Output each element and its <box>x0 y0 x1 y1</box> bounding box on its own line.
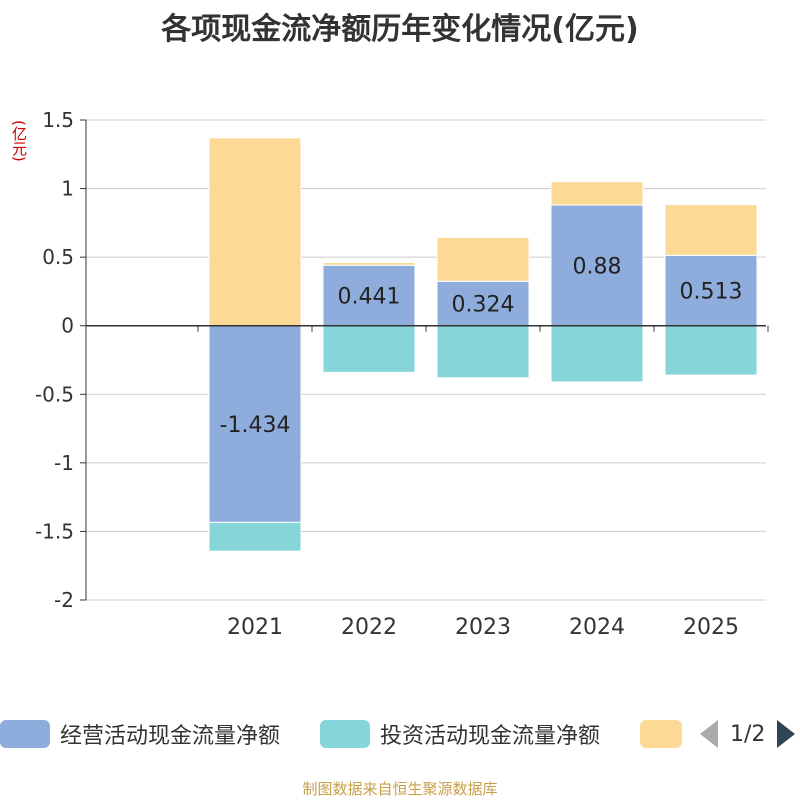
y-tick-label: 0 <box>61 314 74 338</box>
y-tick-label: 1 <box>61 177 74 201</box>
y-tick-label: -1 <box>54 451 74 475</box>
bar-financing <box>436 236 530 282</box>
data-label: 0.441 <box>338 284 401 309</box>
bar-investing <box>436 325 530 379</box>
data-source-note: 制图数据来自恒生聚源数据库 <box>302 780 498 798</box>
bar-investing <box>664 325 758 376</box>
legend-item-financing[interactable] <box>640 716 692 752</box>
data-label: -1.434 <box>220 413 291 438</box>
bar-investing <box>322 325 416 373</box>
bar-financing <box>550 181 644 206</box>
bar-financing <box>322 261 416 266</box>
x-tick-label: 2021 <box>227 615 283 640</box>
chevron-right-icon[interactable] <box>777 720 796 748</box>
x-tick-label: 2023 <box>455 615 511 640</box>
y-tick-label: 1.5 <box>42 108 74 132</box>
y-axis-unit-label: (亿元) <box>10 120 28 162</box>
legend-item-operating[interactable]: 经营活动现金流量净额 <box>0 716 280 752</box>
legend-label-investing: 投资活动现金流量净额 <box>380 724 601 749</box>
bar-operating <box>436 280 530 327</box>
legend-item-investing[interactable]: 投资活动现金流量净额 <box>320 716 600 752</box>
legend-pager: 1/2 <box>700 716 796 752</box>
bar-financing <box>208 137 302 327</box>
data-label: 0.88 <box>573 254 622 279</box>
legend-page-indicator: 1/2 <box>730 721 766 747</box>
x-tick-label: 2025 <box>683 615 739 640</box>
y-tick-label: -0.5 <box>35 382 74 406</box>
legend-swatch-operating <box>0 720 50 748</box>
y-tick-label: -2 <box>54 588 74 612</box>
y-tick-label: 0.5 <box>42 245 74 269</box>
legend-label-operating: 经营活动现金流量净额 <box>60 724 281 749</box>
legend-swatch-investing <box>320 720 370 748</box>
x-tick-label: 2022 <box>341 615 397 640</box>
x-tick-label: 2024 <box>569 615 625 640</box>
chart-title: 各项现金流净额历年变化情况(亿元) <box>161 12 639 47</box>
bar-investing <box>208 521 302 552</box>
bar-chart: 1.5 1 0.5 0 -0.5 -1 -1.5 -2 -1.434 2021 0.441 2022 0… <box>35 108 769 640</box>
data-label: 0.324 <box>452 292 515 317</box>
legend-swatch-financing <box>640 720 682 748</box>
chevron-left-icon[interactable] <box>700 720 718 748</box>
bar-operating <box>550 204 644 327</box>
data-label: 0.513 <box>680 280 743 305</box>
bar-financing <box>664 204 758 256</box>
bar-investing <box>550 325 644 383</box>
legend: 经营活动现金流量净额 投资活动现金流量净额 <box>0 716 800 752</box>
y-tick-label: -1.5 <box>35 519 74 543</box>
